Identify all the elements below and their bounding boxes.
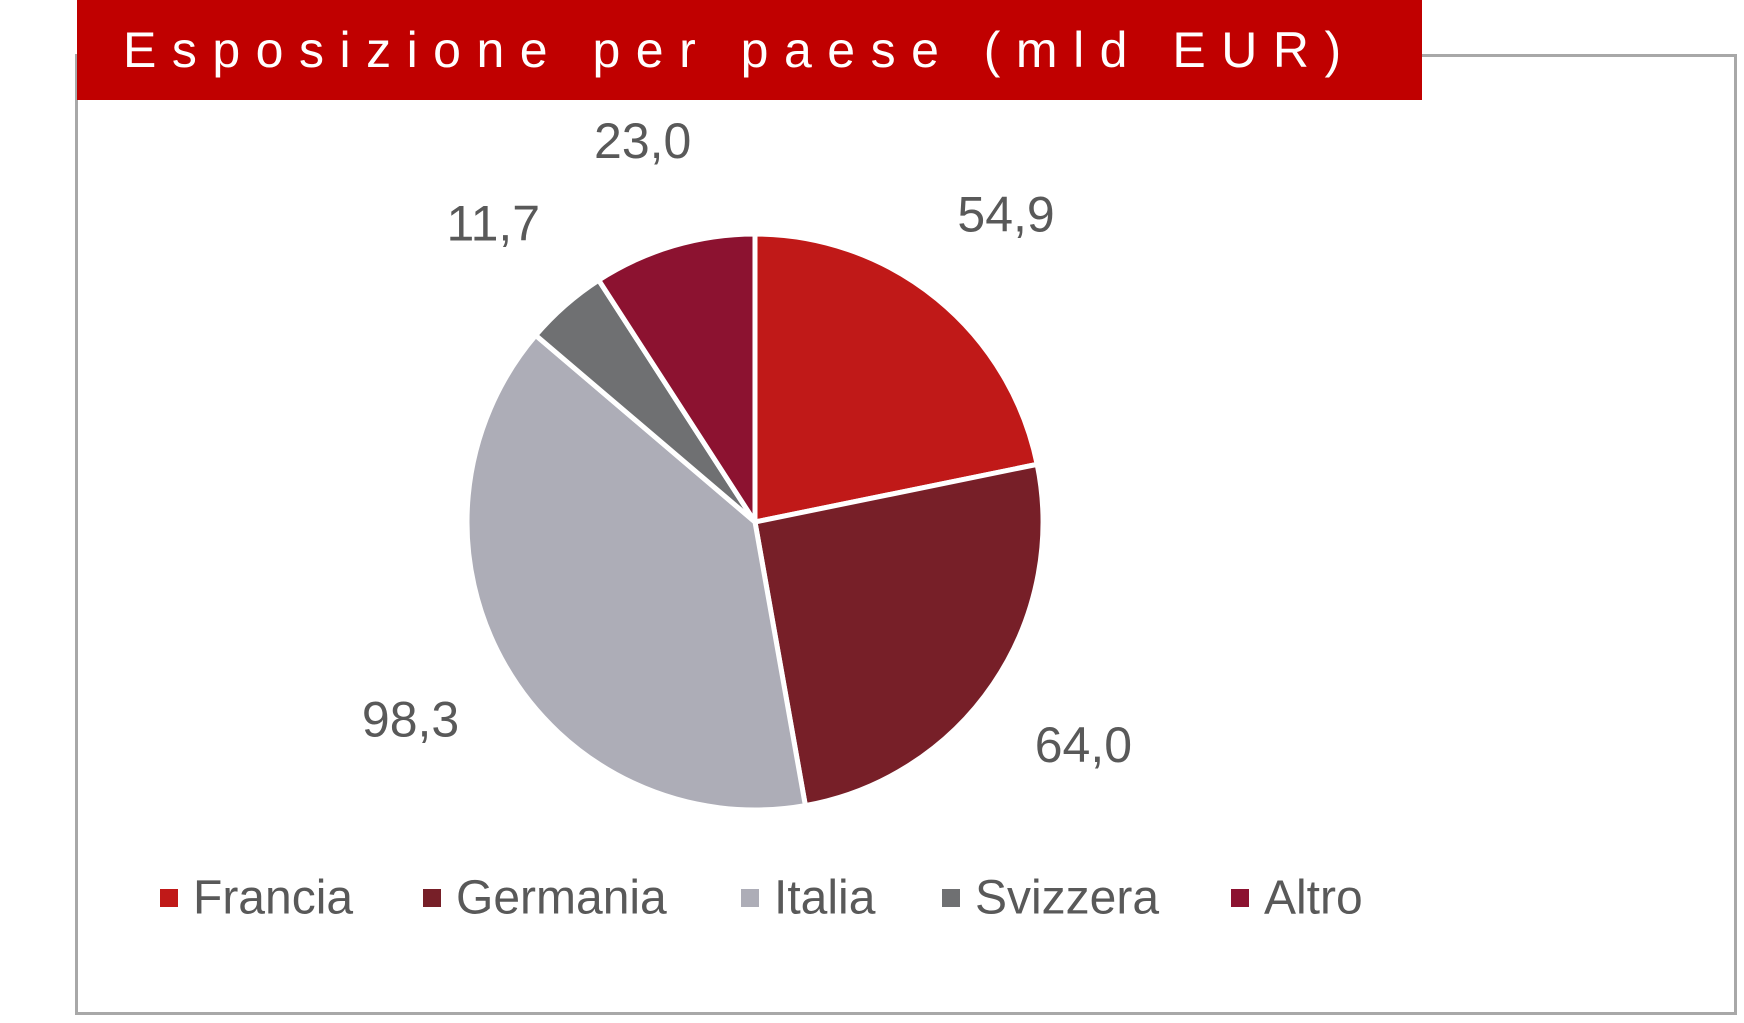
legend-item-italia: Italia [741,872,876,925]
data-label-svizzera: 11,7 [446,195,540,251]
pie-slices [464,231,1046,813]
legend-swatch-italia [741,889,759,907]
legend-label-altro: Altro [1264,872,1363,925]
pie-slice-francia [752,231,1040,525]
data-label-altro: 23,0 [594,113,691,169]
legend-swatch-francia [160,889,178,907]
pie-slice-italia [464,332,808,813]
legend: Francia Germania Italia Svizzera Altro [160,872,1363,925]
legend-item-francia: Francia [160,872,353,925]
legend-item-germania: Germania [423,872,667,925]
legend-label-francia: Francia [193,872,353,925]
legend-item-svizzera: Svizzera [942,872,1159,925]
data-label-germania: 64,0 [1035,717,1132,773]
legend-swatch-svizzera [942,889,960,907]
data-label-italia: 98,3 [362,692,459,748]
pie-slice-altro [596,231,758,525]
legend-label-germania: Germania [456,872,667,925]
legend-swatch-germania [423,889,441,907]
data-label-francia: 54,9 [957,187,1054,243]
title-bar: Esposizione per paese (mld EUR) [77,0,1422,100]
legend-swatch-altro [1231,889,1249,907]
legend-label-svizzera: Svizzera [975,872,1159,925]
legend-label-italia: Italia [774,872,876,925]
pie-data-labels: 54,9 64,0 98,3 11,7 23,0 [362,113,1132,773]
pie-slice-germania [752,461,1046,809]
legend-item-altro: Altro [1231,872,1363,925]
chart-title: Esposizione per paese (mld EUR) [123,22,1357,78]
